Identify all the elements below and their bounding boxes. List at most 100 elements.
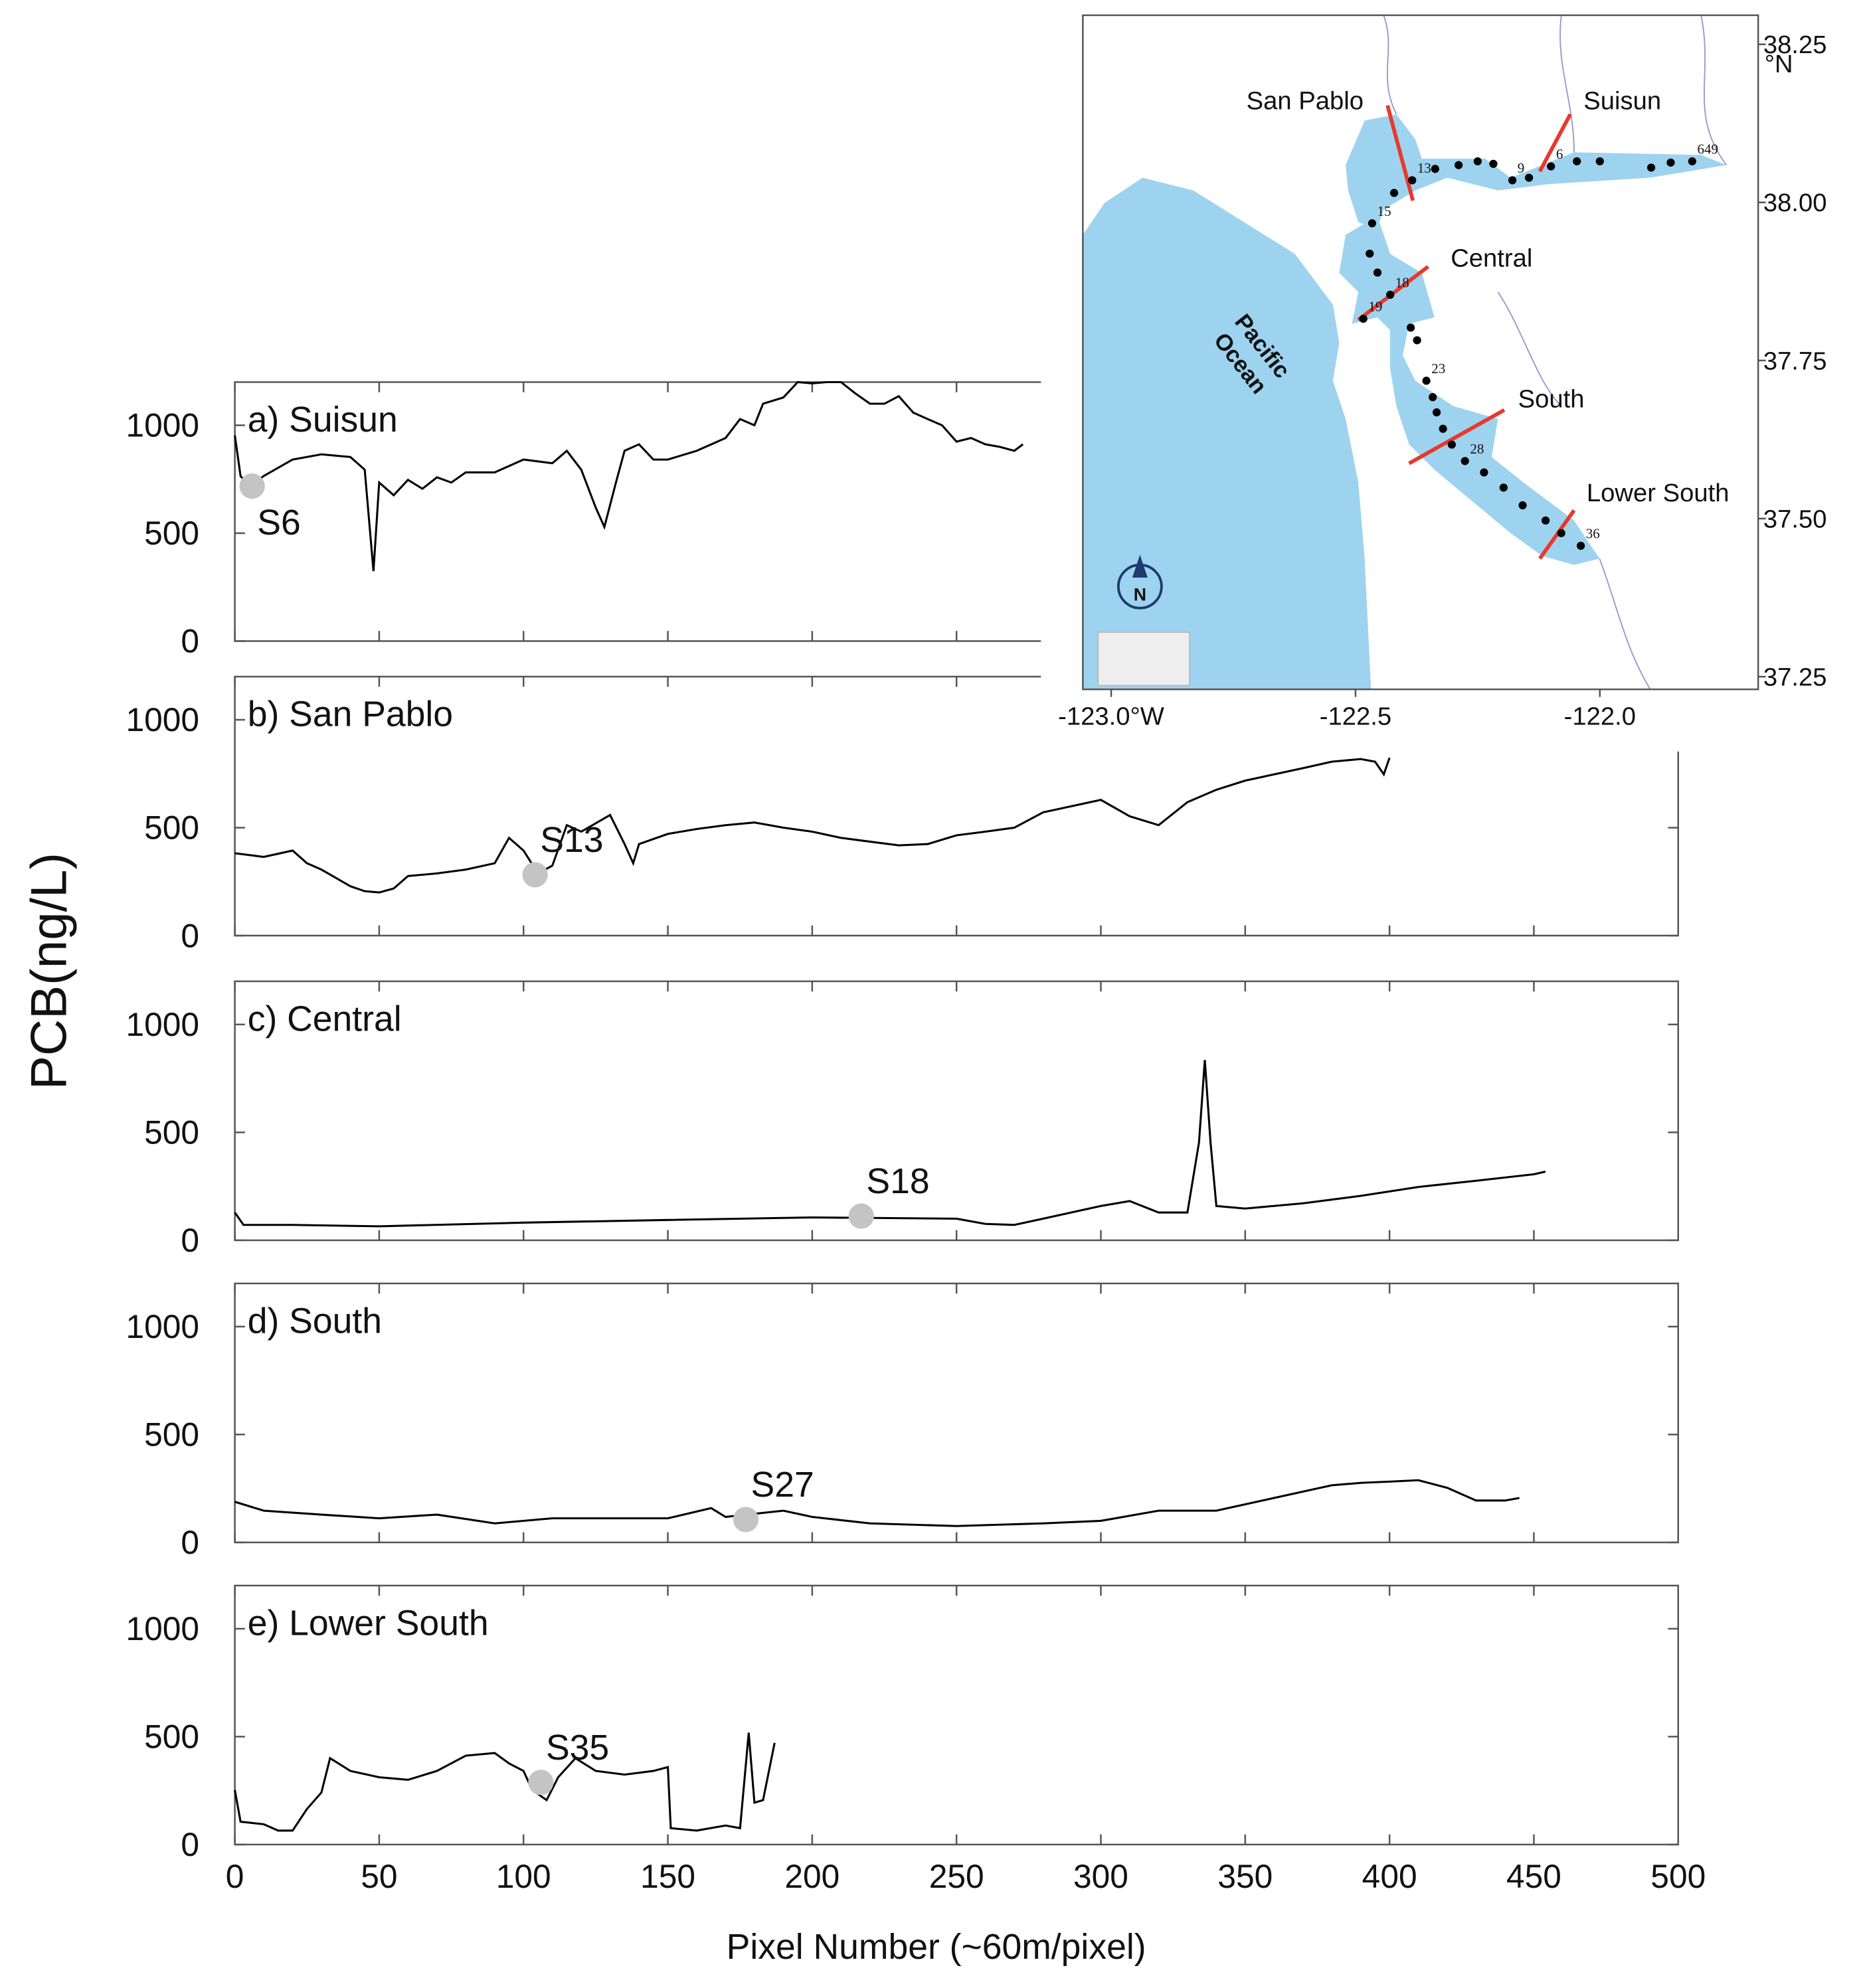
- station: [1688, 157, 1696, 166]
- station: [1429, 393, 1437, 402]
- north-label: N: [1134, 584, 1146, 604]
- data-line: [234, 1732, 776, 1832]
- bay-north: [1346, 114, 1727, 229]
- y-tick-label: 1000: [126, 407, 200, 444]
- station-marker: [239, 473, 265, 499]
- station: [1373, 268, 1382, 277]
- lon-tick-label: -122.0: [1564, 703, 1636, 731]
- y-tick-label: 1000: [126, 1006, 200, 1043]
- station-label: S18: [866, 1162, 929, 1201]
- map-frame: [1082, 14, 1759, 691]
- x-tick-label: 350: [1217, 1858, 1273, 1895]
- panel: 0 500 1000 d) South S27: [126, 1282, 1680, 1561]
- station-label: S27: [751, 1465, 814, 1505]
- y-axis-label: PCB(ng/L): [21, 853, 77, 1090]
- station: [1408, 176, 1417, 185]
- y-tick-label: 0: [181, 1222, 199, 1259]
- x-tick-label: 200: [784, 1858, 840, 1895]
- y-tick-label: 1000: [126, 1610, 200, 1647]
- panel-title: d) South: [248, 1301, 382, 1341]
- panel: 0 500 1000 0 50 100 150 200 250 300 350 400 450 500 e)…: [126, 1584, 1706, 1967]
- station: [1386, 290, 1395, 299]
- y-tick-label: 500: [144, 809, 199, 847]
- data-line: [234, 1479, 1520, 1527]
- boundary: [1408, 408, 1506, 465]
- lon-tick-label: -123.0°W: [1058, 703, 1164, 731]
- y-tick-label: 0: [181, 1524, 199, 1561]
- y-tick-label: 500: [144, 1114, 199, 1151]
- region-label: Central: [1451, 244, 1532, 272]
- station-number: 19: [1368, 299, 1382, 315]
- lat-unit: °N: [1765, 50, 1793, 78]
- station: [1576, 541, 1585, 550]
- region-label: San Pablo: [1247, 86, 1364, 115]
- x-tick-label: 450: [1506, 1858, 1561, 1895]
- station: [1447, 440, 1456, 449]
- map: San Pablo Suisun Central South Lower Sou…: [1041, 0, 1861, 752]
- scale-bar: [1097, 631, 1190, 687]
- station-number: 9: [1518, 160, 1525, 176]
- data-line: [234, 757, 1391, 894]
- lat-tick-label: 37.75: [1763, 347, 1827, 375]
- station: [1413, 336, 1421, 345]
- station: [1524, 173, 1534, 182]
- panel-title: a) Suisun: [248, 400, 398, 440]
- station: [1431, 165, 1439, 173]
- data-line: [234, 1060, 1546, 1228]
- station-number: 649: [1698, 141, 1719, 157]
- station: [1473, 157, 1482, 166]
- station: [1480, 468, 1488, 477]
- panel-title: b) San Pablo: [248, 695, 453, 734]
- station: [1557, 529, 1565, 538]
- station: [1518, 501, 1527, 510]
- lat-tick-label: 38.25: [1763, 31, 1827, 59]
- arrow: [1132, 554, 1148, 578]
- x-tick-label: 0: [226, 1858, 244, 1895]
- station-number: 13: [1417, 160, 1431, 176]
- lon-tick-label: -122.5: [1320, 703, 1391, 731]
- station-marker: [522, 862, 548, 888]
- station: [1542, 516, 1550, 525]
- station: [1368, 219, 1377, 228]
- station-number: 36: [1586, 525, 1600, 541]
- data-line: [234, 380, 1024, 572]
- station: [1499, 483, 1508, 492]
- panel-title: e) Lower South: [248, 1604, 489, 1643]
- station-label: S35: [546, 1728, 609, 1768]
- station: [1406, 323, 1415, 332]
- station: [1461, 457, 1469, 465]
- station: [1422, 376, 1431, 385]
- station: [1547, 162, 1555, 171]
- station-number: 15: [1377, 203, 1391, 219]
- station-marker: [528, 1770, 554, 1795]
- plot-frame: [234, 1282, 1680, 1544]
- x-tick-label: 250: [929, 1858, 984, 1895]
- station: [1489, 159, 1498, 168]
- station: [1573, 157, 1581, 166]
- boundary: [1385, 104, 1415, 201]
- panel: 0 500 1000 b) San Pablo S13: [126, 675, 1680, 954]
- station-label: S13: [540, 821, 603, 860]
- north-arrow: N: [1116, 554, 1163, 610]
- map-body: San Pablo Suisun Central South Lower Sou…: [1083, 15, 1759, 690]
- x-tick-label: 300: [1073, 1858, 1128, 1895]
- y-tick-label: 1000: [126, 1308, 200, 1345]
- boundary: [1538, 113, 1572, 173]
- y-tick-label: 0: [181, 917, 199, 954]
- station-number: 28: [1470, 441, 1484, 457]
- x-tick-label: 500: [1650, 1858, 1706, 1895]
- rivers: [1383, 15, 1728, 690]
- station: [1389, 189, 1399, 197]
- station: [1666, 158, 1675, 167]
- y-tick-label: 0: [181, 623, 199, 660]
- x-tick-label: 150: [640, 1858, 695, 1895]
- station: [1439, 424, 1447, 433]
- x-tick-label: 400: [1362, 1858, 1417, 1895]
- y-tick-label: 500: [144, 1416, 199, 1453]
- lat-tick-label: 38.00: [1763, 189, 1827, 217]
- panel: 0 500 1000 a) Suisun S6: [126, 380, 1680, 660]
- station: [1432, 408, 1441, 417]
- station: [1508, 176, 1517, 185]
